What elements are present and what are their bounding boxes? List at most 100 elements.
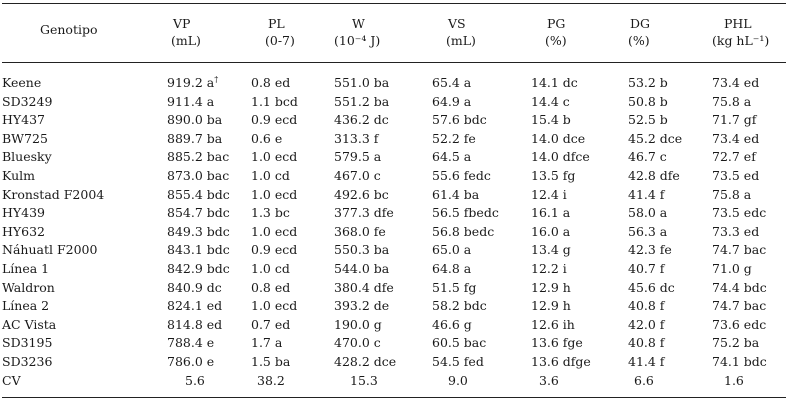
value-cell: 814.8 ed — [167, 316, 223, 332]
value-cell: 12.4 i — [531, 186, 567, 202]
value-cell: 842.9 bdc — [167, 260, 230, 276]
value-cell: 64.5 a — [432, 149, 472, 165]
value-cell: 74.4 bdc — [712, 279, 767, 295]
value-cell: 56.8 bedc — [432, 223, 495, 239]
value-cell: 885.2 bac — [167, 149, 230, 165]
table-body: Keene 919.2 a† 0.8 ed 551.0 ba 65.4 a 14.1 dc… — [0, 69, 788, 390]
value-cell: 12.9 h — [531, 298, 571, 314]
value-cell: 52.2 fe — [432, 130, 476, 146]
cv-value-cell: 15.3 — [350, 372, 378, 388]
value-cell: 0.8 ed — [251, 279, 291, 295]
value-cell: 74.7 bac — [712, 242, 767, 258]
value-cell: 64.8 a — [432, 260, 472, 276]
value-cell: 64.9 a — [432, 93, 472, 109]
value-cell: 1.0 ecd — [251, 223, 298, 239]
genotype-name-cell: Línea 2 — [2, 298, 50, 314]
value-cell: 0.9 ecd — [251, 242, 298, 258]
value-cell: 14.0 dce — [531, 130, 586, 146]
column-header-dg: DG (%) — [628, 16, 651, 48]
cv-value-cell: 1.6 — [724, 372, 744, 388]
value-cell: 393.2 de — [334, 298, 390, 314]
value-cell: 61.4 ba — [432, 186, 480, 202]
cv-row: CV 5.6 38.2 15.3 9.0 3.6 6.6 1.6 — [0, 372, 788, 391]
value-cell: 58.2 bdc — [432, 298, 487, 314]
value-cell: 14.1 dc — [531, 75, 578, 90]
cv-value-cell: 6.6 — [634, 372, 654, 388]
value-cell: 786.0 e — [167, 353, 215, 369]
genotype-name-cell: Kronstad F2004 — [2, 186, 105, 202]
value-cell: 71.0 g — [712, 260, 752, 276]
value-cell: 0.6 e — [251, 130, 283, 146]
value-cell: 14.4 c — [531, 93, 570, 109]
genotype-name-cell: SD3236 — [2, 353, 53, 369]
table-row: SD3236 786.0 e 1.5 ba 428.2 dce 54.5 fed 13.6… — [0, 353, 788, 372]
value-cell: 467.0 c — [334, 167, 381, 183]
genotype-name-cell: Kulm — [2, 167, 35, 183]
value-cell: 41.4 f — [628, 353, 665, 369]
column-header-vs: VS (mL) — [446, 16, 476, 48]
table-row: Waldron 840.9 dc 0.8 ed 380.4 dfe 51.5 fg 12.… — [0, 279, 788, 298]
value-cell: 54.5 fed — [432, 353, 484, 369]
value-cell: 840.9 dc — [167, 279, 222, 295]
value-cell: 56.5 fbedc — [432, 205, 499, 221]
value-cell: 849.3 bdc — [167, 223, 230, 239]
genotype-name-cell: HY437 — [2, 112, 46, 128]
value-cell: 72.7 ef — [712, 149, 756, 165]
value-cell: 492.6 bc — [334, 186, 389, 202]
value-cell: 368.0 fe — [334, 223, 386, 239]
column-header-pg: PG (%) — [545, 16, 567, 48]
value-cell: 40.7 f — [628, 260, 665, 276]
value-cell: 50.8 b — [628, 93, 668, 109]
table-row: Bluesky 885.2 bac 1.0 ecd 579.5 a 64.5 a 14.0… — [0, 148, 788, 167]
value-cell: 16.1 a — [531, 205, 571, 221]
value-cell: 75.2 ba — [712, 335, 760, 351]
value-cell: 12.6 ih — [531, 316, 575, 332]
value-cell: 73.5 edc — [712, 205, 767, 221]
table-row: Kronstad F2004 855.4 bdc 1.0 ecd 492.6 bc 61… — [0, 186, 788, 205]
cv-value-cell: 5.6 — [185, 372, 205, 388]
value-cell: 60.5 bac — [432, 335, 487, 351]
value-cell: 55.6 fedc — [432, 167, 491, 183]
genotype-name-cell: HY632 — [2, 223, 46, 239]
value-cell: 40.8 f — [628, 298, 665, 314]
value-cell: 13.5 fg — [531, 167, 576, 183]
value-cell: 46.7 c — [628, 149, 667, 165]
bottom-rule — [2, 397, 786, 399]
table-row: Keene 919.2 a† 0.8 ed 551.0 ba 65.4 a 14.1 dc… — [0, 69, 788, 93]
value-cell: 313.3 f — [334, 130, 379, 146]
table-row: SD3195 788.4 e 1.7 a 470.0 c 60.5 bac 13.6 fg… — [0, 334, 788, 353]
table-row: Línea 1 842.9 bdc 1.0 cd 544.0 ba 64.8 a 12.2… — [0, 260, 788, 279]
value-cell: 73.4 ed — [712, 75, 760, 90]
header-row: Genotipo VP (mL) PL (0-7) W (10⁻⁴ J) VS (mL)… — [0, 0, 788, 69]
value-cell: 889.7 ba — [167, 130, 223, 146]
value-cell: 12.2 i — [531, 260, 567, 276]
value-cell: 42.8 dfe — [628, 167, 680, 183]
genotype-name-cell: AC Vista — [2, 316, 57, 332]
table-row: Línea 2 824.1 ed 1.0 ecd 393.2 de 58.2 bdc 12… — [0, 297, 788, 316]
value-cell: 890.0 ba — [167, 112, 223, 128]
value-cell: 0.7 ed — [251, 316, 291, 332]
table-row: Kulm 873.0 bac 1.0 cd 467.0 c 55.6 fedc 13.5 … — [0, 167, 788, 186]
value-cell: 75.8 a — [712, 93, 752, 109]
value-cell: 45.2 dce — [628, 130, 683, 146]
value-cell: 855.4 bdc — [167, 186, 230, 202]
genotype-name-cell: Náhuatl F2000 — [2, 242, 98, 258]
value-cell: 824.1 ed — [167, 298, 223, 314]
value-cell: 13.4 g — [531, 242, 571, 258]
value-cell: 40.8 f — [628, 335, 665, 351]
column-header-w: W (10⁻⁴ J) — [334, 16, 381, 48]
table-row: HY437 890.0 ba 0.9 ecd 436.2 dc 57.6 bdc 15.4… — [0, 111, 788, 130]
value-cell: 873.0 bac — [167, 167, 230, 183]
value-cell: 1.0 cd — [251, 260, 290, 276]
column-header-vp: VP (mL) — [171, 16, 201, 48]
value-cell: 1.0 ecd — [251, 298, 298, 314]
value-cell: 550.3 ba — [334, 242, 390, 258]
column-header-genotipo: Genotipo — [40, 22, 98, 37]
column-header-phl: PHL (kg hL⁻¹) — [712, 16, 770, 48]
value-cell: 52.5 b — [628, 112, 668, 128]
cv-label: CV — [2, 372, 21, 388]
value-cell: 13.6 dfge — [531, 353, 591, 369]
value-cell: 911.4 a — [167, 93, 215, 109]
value-cell: 15.4 b — [531, 112, 571, 128]
value-cell: 551.2 ba — [334, 93, 390, 109]
